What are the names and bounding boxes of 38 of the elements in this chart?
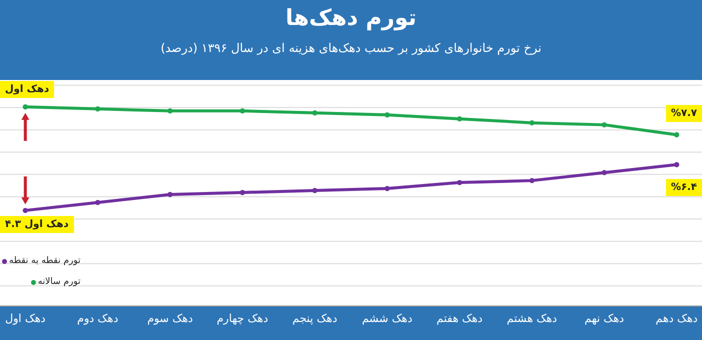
x-tick-label: دهک هشتم: [506, 312, 558, 325]
point: [384, 186, 390, 192]
point: [674, 162, 680, 168]
point: [456, 180, 462, 186]
point: [384, 112, 390, 118]
point: [167, 108, 173, 114]
chart-subtitle: نرخ تورم خانوارهای کشور بر حسب دهک‌های هزینه ای در سال ۱۳۹۶ (درصد): [160, 41, 542, 55]
point: [167, 192, 173, 198]
x-tick-label: دهک اول: [5, 312, 46, 325]
x-tick-label: دهک دوم: [77, 312, 118, 325]
annotation: %۷.۷: [666, 104, 702, 122]
point: [602, 122, 607, 128]
point: [456, 116, 462, 122]
x-tick-label: دهک سوم: [147, 312, 194, 325]
x-tick-label: دهک هفتم: [436, 312, 483, 325]
chart-title: تورم دهک‌ها: [284, 6, 418, 31]
legend-label: تورم نقطه به نقطه: [9, 256, 81, 266]
x-tick-label: دهک نهم: [584, 312, 624, 325]
annotation: دهک اول ۴.۳: [0, 216, 74, 234]
annotation: %۶.۴: [666, 178, 702, 196]
point: [22, 208, 28, 214]
point: [602, 170, 607, 176]
x-tick-label: دهک پنجم: [292, 312, 338, 325]
point: [529, 178, 535, 184]
x-tick-label: دهک ششم: [362, 312, 412, 325]
point: [240, 190, 246, 196]
x-tick-label: دهک دهم: [656, 312, 698, 325]
point: [95, 200, 100, 206]
point: [674, 132, 680, 138]
point: [95, 106, 100, 112]
point: [529, 120, 535, 126]
point: [312, 110, 318, 116]
annotation: دهک اول: [0, 80, 54, 98]
point: [312, 188, 318, 194]
x-tick-label: دهک چهارم: [216, 312, 268, 325]
point: [22, 104, 28, 110]
point: [240, 108, 246, 114]
legend-label: تورم سالانه: [38, 277, 81, 287]
